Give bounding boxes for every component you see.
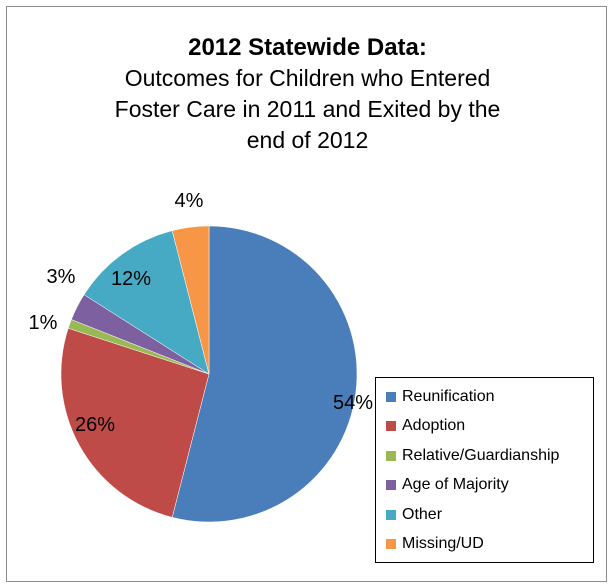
legend-label: Adoption xyxy=(402,417,466,435)
legend-label: Other xyxy=(402,505,443,523)
legend-swatch xyxy=(386,450,396,461)
data-label: 4% xyxy=(175,190,204,212)
legend-swatch xyxy=(386,539,396,550)
legend-item: Adoption xyxy=(386,412,593,442)
data-label: 26% xyxy=(75,414,115,436)
legend-label: Age of Majority xyxy=(402,476,509,494)
chart-title-block: 2012 Statewide Data: Outcomes for Childr… xyxy=(7,33,608,156)
chart-title: 2012 Statewide Data: xyxy=(188,34,427,61)
chart-subtitle-line: Foster Care in 2011 and Exited by the xyxy=(114,96,501,122)
legend-swatch xyxy=(386,509,396,520)
legend-item: Relative/Guardianship xyxy=(386,441,593,471)
pie-slice-reunification xyxy=(171,225,358,523)
legend-item: Age of Majority xyxy=(386,471,593,501)
legend-item: Other xyxy=(386,500,593,530)
data-label: 12% xyxy=(111,268,151,290)
chart-legend: Reunification Adoption Relative/Guardiansh… xyxy=(375,377,594,563)
legend-label: Reunification xyxy=(402,387,495,405)
pie-slice-adoption xyxy=(60,327,210,518)
chart-subtitle-line: Outcomes for Children who Entered xyxy=(124,65,491,91)
chart-subtitle-text: Outcomes for Children who Entered Foster … xyxy=(115,65,501,153)
data-label: 1% xyxy=(29,312,58,334)
legend-item: Missing/UD xyxy=(386,530,593,560)
pie-chart: 54% 26% 1% 3% 12% 4% xyxy=(29,190,373,523)
legend-swatch xyxy=(386,480,396,491)
data-label: 3% xyxy=(47,266,76,288)
pie-slice-other xyxy=(83,230,210,375)
legend-swatch xyxy=(386,421,396,432)
chart-subtitle-line: end of 2012 xyxy=(246,127,369,153)
legend-item: Reunification xyxy=(386,382,593,412)
chart-subtitle: Outcomes for Children who Entered Foster … xyxy=(7,63,608,156)
legend-swatch xyxy=(386,391,396,402)
pie-slice-missing-ud xyxy=(171,225,210,375)
legend-label: Relative/Guardianship xyxy=(402,446,560,464)
legend-label: Missing/UD xyxy=(402,535,484,553)
chart-frame: 2012 Statewide Data: Outcomes for Childr… xyxy=(6,6,607,582)
data-label: 54% xyxy=(333,392,373,414)
